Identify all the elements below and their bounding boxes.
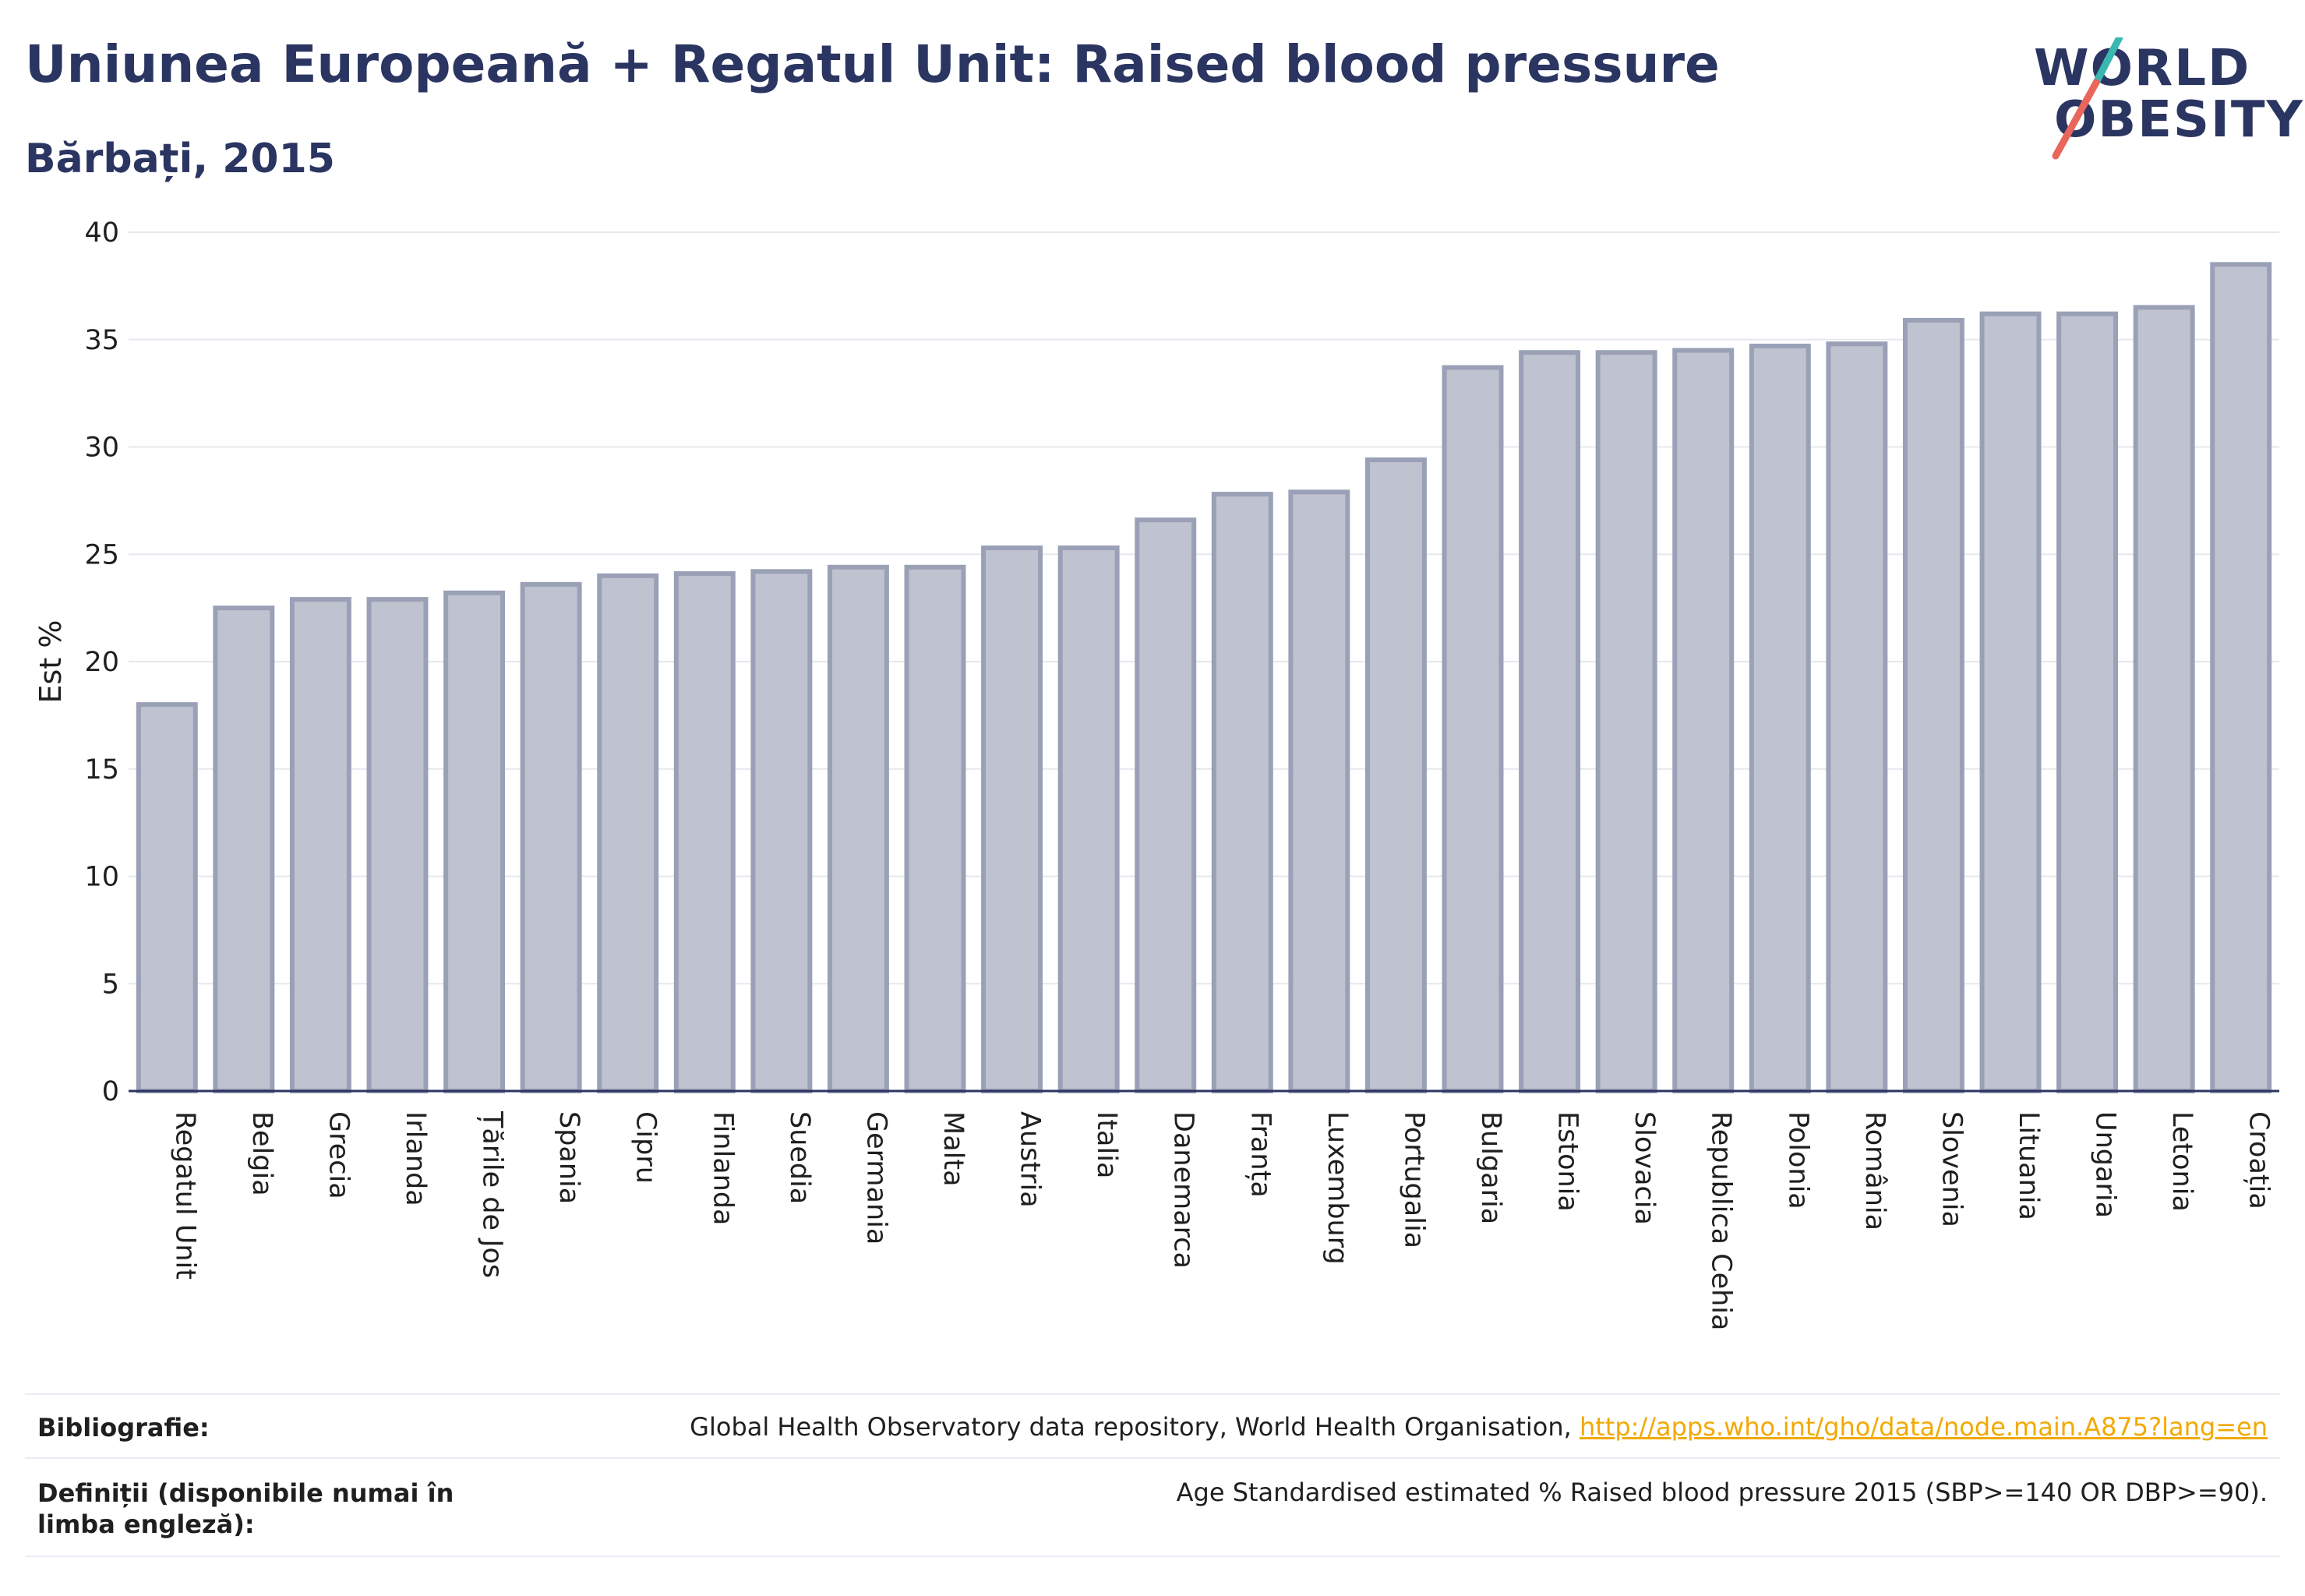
bar [2210, 262, 2272, 1094]
definitions-value: Age Standardised estimated % Raised bloo… [1176, 1478, 2268, 1507]
bar [1057, 545, 1120, 1093]
x-tick-label: Austria [1015, 1111, 1046, 1208]
x-tick-label: Franța [1244, 1111, 1276, 1198]
bar [1211, 492, 1273, 1093]
x-tick-label: Republica Cehia [1706, 1111, 1737, 1331]
bar [1442, 365, 1504, 1093]
bar [443, 590, 506, 1093]
x-tick-label: Italia [1091, 1111, 1122, 1178]
y-tick-label: 0 [102, 1076, 119, 1107]
bar [1519, 350, 1581, 1093]
x-tick-label: Croația [2243, 1111, 2275, 1209]
chart-subtitle: Bărbați, 2015 [25, 136, 335, 182]
world-obesity-logo: WORLD OBESITY [2034, 37, 2303, 162]
x-tick-label: România [1859, 1111, 1890, 1231]
y-tick-label: 15 [84, 754, 119, 786]
bar [1979, 311, 2042, 1093]
bar [1826, 341, 1888, 1093]
bar [1749, 344, 1811, 1093]
bar [597, 573, 659, 1093]
bar [904, 564, 966, 1093]
x-tick-label: Belgia [246, 1111, 277, 1196]
bibliography-text: Global Health Observatory data repositor… [690, 1412, 1572, 1442]
y-tick-label: 40 [84, 217, 119, 249]
y-axis-title: Est % [34, 620, 68, 704]
x-tick-label: Țările de Jos [477, 1110, 508, 1278]
x-tick-label: Irlanda [400, 1111, 431, 1206]
bar [2133, 305, 2195, 1094]
y-tick-label: 20 [84, 647, 119, 678]
bar [750, 569, 813, 1094]
bar [1135, 517, 1197, 1094]
x-tick-label: Malta [937, 1111, 969, 1187]
y-tick-label: 10 [84, 862, 119, 893]
bar [1902, 317, 1964, 1093]
bibliography-row: Bibliografie: Global Health Observatory … [25, 1393, 2280, 1459]
bar [366, 597, 429, 1094]
x-tick-label: Slovenia [1936, 1111, 1967, 1227]
bar [981, 545, 1043, 1093]
bibliography-value: Global Health Observatory data repositor… [690, 1412, 2268, 1442]
bar [1672, 348, 1735, 1093]
x-tick-label: Cipru [630, 1111, 662, 1184]
y-tick-label: 25 [84, 539, 119, 570]
x-tick-label: Estonia [1552, 1111, 1583, 1212]
x-tick-label: Germania [860, 1111, 891, 1245]
x-tick-label: Letonia [2166, 1111, 2197, 1212]
x-tick-label: Regatul Unit [169, 1111, 200, 1280]
chart-title: Uniunea Europeană + Regatul Unit: Raised… [25, 34, 1720, 94]
x-tick-label: Lituania [2013, 1111, 2044, 1220]
bar [1288, 489, 1350, 1094]
bar [2056, 311, 2119, 1093]
logo-slash-icon [2052, 37, 2123, 160]
bar [1595, 350, 1657, 1093]
bar [213, 606, 275, 1093]
definitions-label: Definiții (disponibile numai în limba en… [37, 1478, 454, 1539]
x-tick-label: Polonia [1782, 1111, 1813, 1209]
x-tick-label: Slovacia [1629, 1111, 1660, 1225]
bar [520, 581, 582, 1093]
logo-text-world: WORLD [2034, 40, 2251, 97]
x-tick-label: Luxemburg [1322, 1111, 1353, 1265]
x-tick-label: Finlanda [707, 1111, 738, 1226]
x-tick-label: Grecia [323, 1111, 354, 1199]
logo-text-obesity: OBESITY [2054, 91, 2304, 149]
x-tick-label: Bulgaria [1475, 1111, 1506, 1224]
bibliography-label: Bibliografie: [37, 1413, 210, 1442]
x-tick-label: Suedia [784, 1111, 815, 1204]
x-tick-label: Ungaria [2090, 1111, 2121, 1218]
bar-chart: 0 5 10 15 20 25 30 35 40 Est % Regatul Unit Belgia G… [34, 217, 2279, 1331]
x-tick-label: Spania [553, 1111, 584, 1204]
bibliography-link[interactable]: http://apps.who.int/gho/data/node.main.A… [1579, 1412, 2268, 1442]
bar [1364, 457, 1427, 1093]
x-tick-label: Portugalia [1398, 1111, 1429, 1248]
bar [136, 702, 198, 1093]
y-tick-label: 5 [102, 969, 119, 1000]
bar [827, 564, 889, 1093]
bar [673, 571, 736, 1094]
definitions-row: Definiții (disponibile numai în limba en… [25, 1457, 2280, 1557]
y-tick-label: 35 [84, 325, 119, 356]
bar [289, 597, 351, 1094]
y-tick-label: 30 [84, 433, 119, 464]
x-tick-label: Danemarca [1168, 1111, 1199, 1269]
